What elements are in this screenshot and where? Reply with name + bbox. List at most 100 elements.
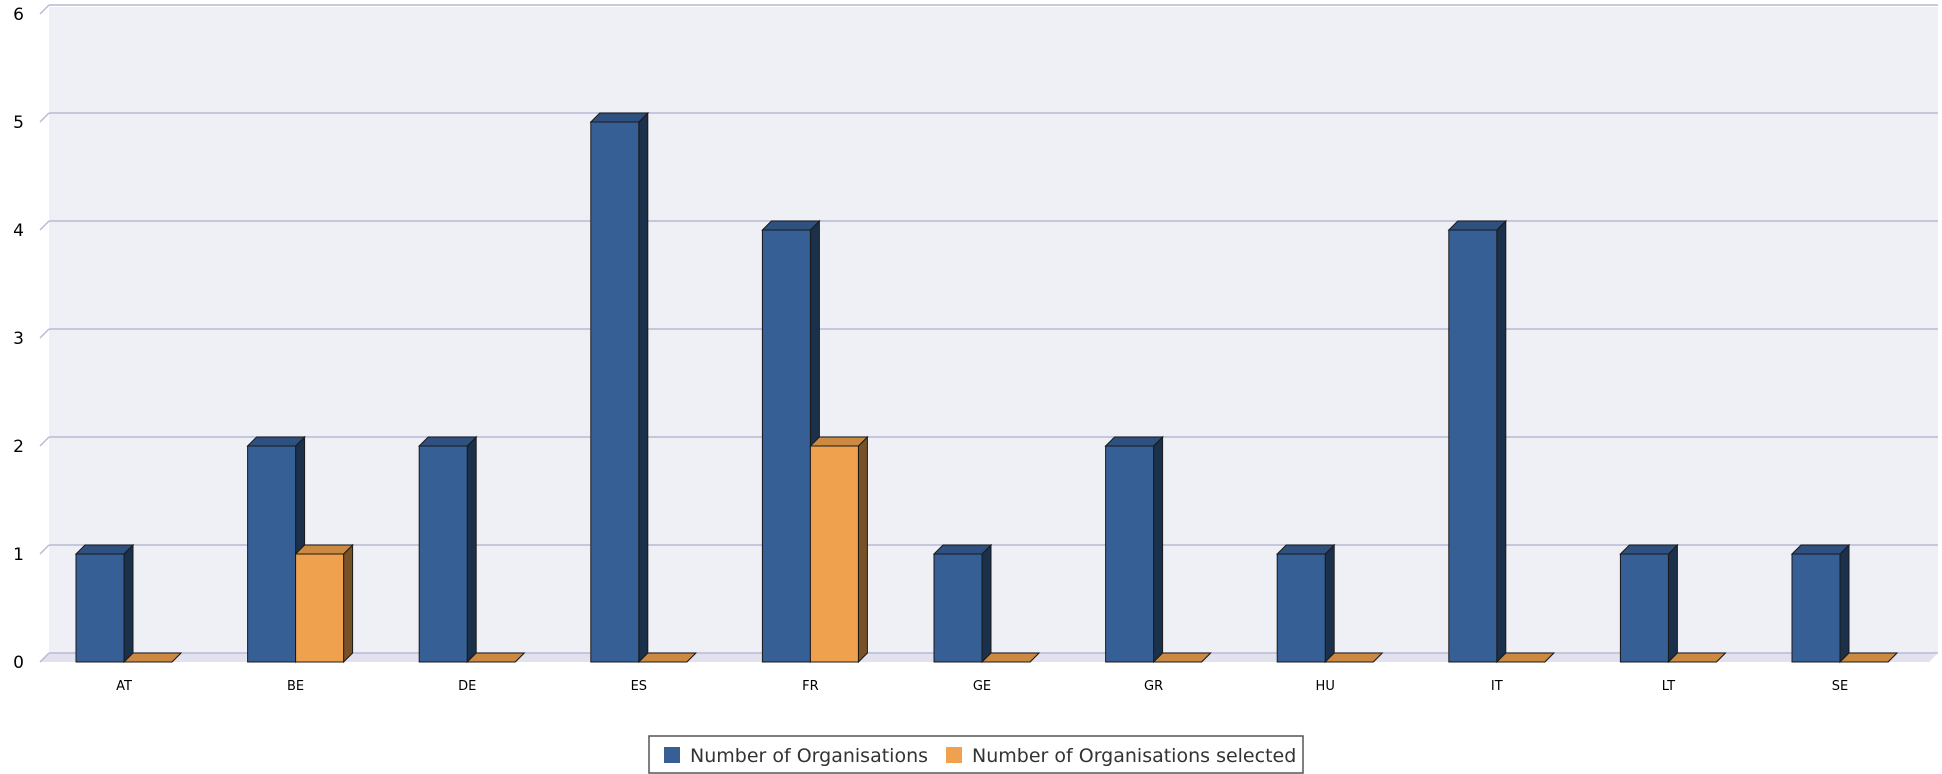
legend-label: Number of Organisations selected: [972, 745, 1296, 767]
gridline-depth: [39, 4, 50, 15]
bar-side: [1153, 435, 1164, 664]
y-tick-label: 1: [13, 545, 24, 565]
bar-top: [809, 436, 869, 447]
bar-front: [933, 553, 983, 663]
bar-front: [1791, 553, 1841, 663]
bar: [1790, 543, 1851, 664]
bar: [122, 652, 183, 663]
bar-top: [417, 436, 478, 447]
bar-top: [1447, 220, 1508, 231]
bar-side: [857, 435, 868, 664]
bar-top: [1275, 544, 1336, 555]
bar: [932, 543, 993, 664]
bar: [1104, 435, 1164, 664]
gridline-depth: [39, 544, 50, 555]
bar-top: [1667, 652, 1727, 663]
bar-top: [589, 112, 650, 123]
x-axis: AT BE DE ES FR GE GR HU IT LT SE: [116, 679, 1848, 694]
x-tick-label: SE: [1832, 679, 1848, 694]
bar: [1619, 543, 1679, 664]
bar-front: [809, 445, 859, 663]
x-tick-label: GE: [973, 679, 991, 694]
bar-front: [295, 553, 345, 663]
bar: [809, 435, 869, 664]
bar-top: [246, 436, 306, 447]
legend-label: Number of Organisations: [690, 745, 928, 767]
legend-item: Number of Organisations: [664, 745, 928, 767]
legend-item: Number of Organisations selected: [946, 745, 1296, 767]
legend-box: [648, 735, 1304, 774]
gridline-depth: [39, 652, 50, 663]
bar: [1838, 652, 1899, 663]
bar-front: [761, 229, 811, 663]
bar: [1447, 219, 1508, 664]
bar-top: [1790, 544, 1851, 555]
bar-front: [75, 553, 125, 663]
bar: [1667, 652, 1727, 663]
bar-side: [1839, 543, 1850, 664]
bar-top: [1104, 436, 1164, 447]
y-axis: 0 1 2 3 4 5 6: [13, 5, 24, 673]
bar: [589, 111, 650, 664]
bar-side: [343, 543, 354, 664]
bar-side: [1496, 219, 1507, 664]
bar-top: [932, 544, 993, 555]
bar-top: [637, 652, 698, 663]
x-tick-label: BE: [287, 679, 304, 694]
bar-top: [1619, 544, 1679, 555]
bar-top: [74, 544, 135, 555]
bar: [980, 652, 1041, 663]
x-tick-label: DE: [458, 679, 476, 694]
y-tick-label: 0: [13, 653, 24, 673]
x-tick-label: GR: [1144, 679, 1163, 694]
bar-front: [247, 445, 297, 663]
legend: Number of Organisations Number of Organis…: [648, 735, 1304, 774]
bar-side: [466, 435, 477, 664]
bar: [637, 652, 698, 663]
gridline-depth: [39, 220, 50, 231]
gridline-depth: [39, 328, 50, 339]
y-tick-label: 3: [13, 329, 24, 349]
bar-front: [1448, 229, 1498, 663]
bar-top: [1838, 652, 1899, 663]
bar-side: [638, 111, 649, 664]
bar-top: [761, 220, 821, 231]
bar-front: [1619, 553, 1669, 663]
bar: [1323, 652, 1384, 663]
bars: [74, 111, 1899, 664]
bar-top: [1152, 652, 1212, 663]
y-tick-label: 5: [13, 113, 24, 133]
bar: [465, 652, 526, 663]
y-tick-label: 4: [13, 221, 24, 241]
bar-top: [465, 652, 526, 663]
bar-front: [590, 121, 640, 663]
x-tick-label: LT: [1662, 679, 1675, 694]
bar: [417, 435, 478, 664]
legend-swatch: [664, 747, 680, 763]
bar-top: [294, 544, 354, 555]
y-tick-label: 2: [13, 437, 24, 457]
x-tick-label: IT: [1491, 679, 1503, 694]
legend-swatch: [946, 747, 963, 763]
bar: [294, 543, 354, 664]
bar-top: [1495, 652, 1556, 663]
bar-top: [122, 652, 183, 663]
bar: [1152, 652, 1212, 663]
bar-top: [1323, 652, 1384, 663]
bar-side: [981, 543, 992, 664]
x-tick-label: ES: [631, 679, 647, 694]
bar-front: [418, 445, 468, 663]
x-tick-label: AT: [116, 679, 132, 694]
x-tick-label: FR: [802, 679, 819, 694]
bar: [1275, 543, 1336, 664]
bar: [74, 543, 135, 664]
bar-side: [1324, 543, 1335, 664]
bar-front: [1276, 553, 1326, 663]
x-tick-label: HU: [1316, 679, 1335, 694]
bar-front: [1105, 445, 1155, 663]
y-tick-label: 6: [13, 5, 24, 25]
bar-top: [980, 652, 1041, 663]
bar-side: [123, 543, 134, 664]
gridline-depth: [39, 436, 50, 447]
